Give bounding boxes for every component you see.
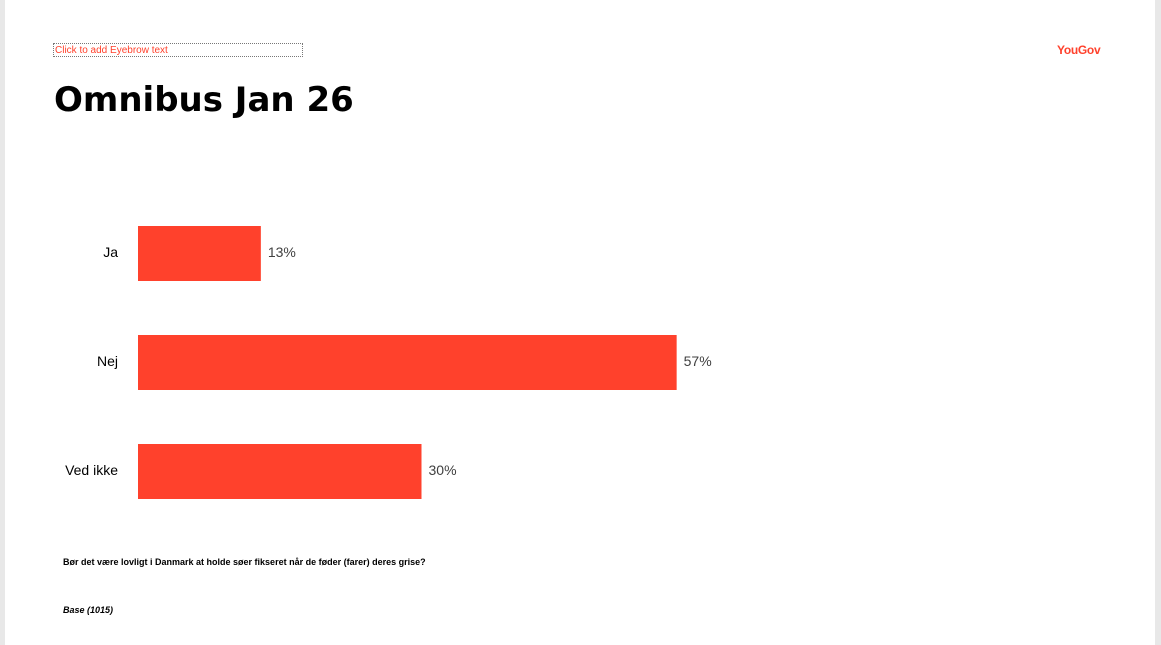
- bar-ved-ikke: [138, 444, 422, 499]
- value-label-ja: 13%: [268, 244, 296, 260]
- eyebrow-placeholder[interactable]: Click to add Eyebrow text: [53, 43, 303, 57]
- slide: Click to add Eyebrow text YouGov Omnibus…: [5, 0, 1155, 645]
- slide-title: Omnibus Jan 26: [54, 80, 354, 120]
- bar-nej: [138, 335, 677, 390]
- question-text: Bør det være lovligt i Danmark at holde …: [63, 557, 426, 567]
- bar-chart: Ja 13% Nej 57% Ved ikke 30%: [65, 226, 712, 499]
- category-label-nej: Nej: [97, 353, 118, 369]
- category-label-ved-ikke: Ved ikke: [65, 462, 118, 478]
- yougov-logo: YouGov: [1057, 43, 1101, 57]
- bar-ja: [138, 226, 261, 281]
- value-label-nej: 57%: [684, 353, 712, 369]
- base-text: Base (1015): [63, 605, 114, 615]
- value-label-ved-ikke: 30%: [429, 462, 457, 478]
- category-label-ja: Ja: [103, 244, 118, 260]
